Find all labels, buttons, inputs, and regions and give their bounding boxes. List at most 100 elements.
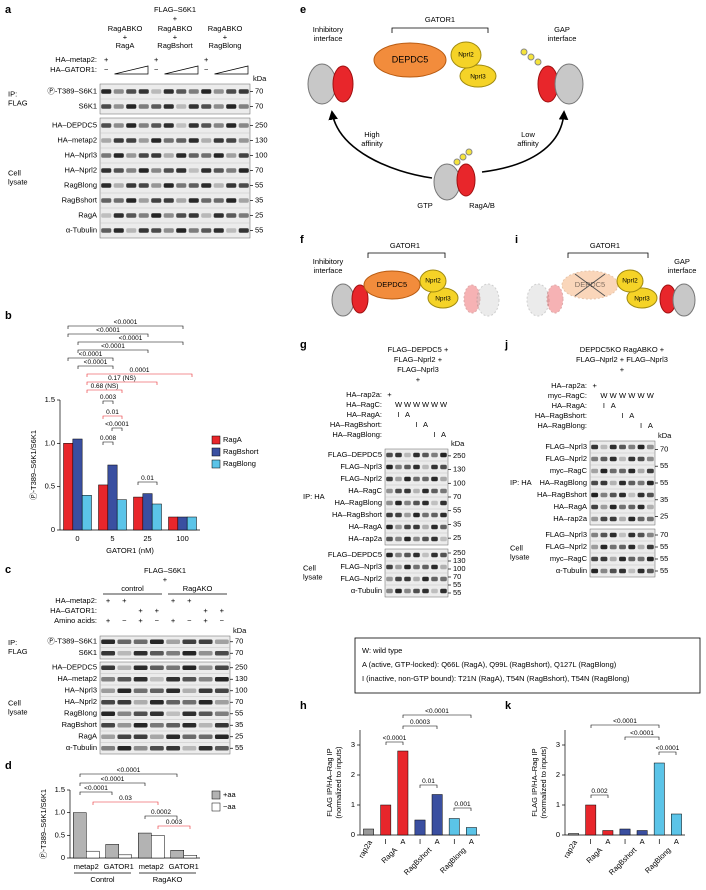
y-tick-label: 2 bbox=[351, 770, 355, 779]
depdc5-label: DEPDC5 bbox=[575, 280, 605, 289]
band bbox=[440, 476, 447, 482]
band bbox=[386, 536, 393, 542]
condition-sign: W bbox=[440, 400, 448, 409]
band bbox=[386, 488, 393, 494]
band bbox=[226, 138, 237, 143]
band bbox=[591, 468, 599, 474]
group-label: Control bbox=[90, 875, 115, 884]
band bbox=[628, 504, 636, 510]
condition-label: HA–rap2a: bbox=[346, 390, 382, 399]
band bbox=[201, 123, 212, 128]
band bbox=[101, 104, 112, 109]
p-value: 0.0001 bbox=[130, 367, 150, 374]
band bbox=[117, 665, 132, 670]
x-tick-label: rap2a bbox=[562, 838, 580, 860]
condition-sign: W bbox=[404, 400, 412, 409]
band bbox=[404, 552, 411, 558]
band bbox=[213, 213, 224, 218]
gator1-label: GATOR1 bbox=[390, 241, 420, 250]
band bbox=[609, 556, 617, 562]
band bbox=[214, 700, 229, 705]
row-label: S6K1 bbox=[79, 648, 97, 657]
band bbox=[591, 516, 599, 522]
band bbox=[201, 168, 212, 173]
band bbox=[117, 711, 132, 716]
kda-marker: 130 bbox=[255, 135, 268, 144]
band bbox=[226, 168, 237, 173]
condition-label: HA–RagA: bbox=[552, 401, 587, 410]
bar bbox=[116, 499, 127, 531]
band bbox=[149, 665, 164, 670]
band bbox=[133, 651, 148, 656]
band bbox=[166, 651, 181, 656]
band bbox=[386, 576, 393, 582]
row-label: α-Tubulin bbox=[556, 566, 587, 575]
band bbox=[188, 168, 199, 173]
band bbox=[600, 444, 608, 450]
band bbox=[619, 504, 626, 510]
low-affinity: Low bbox=[521, 130, 535, 139]
band bbox=[213, 153, 224, 158]
band bbox=[182, 746, 197, 751]
y-tick-label: 0.5 bbox=[45, 482, 55, 491]
kda-marker: 250 bbox=[453, 548, 466, 557]
band bbox=[422, 564, 429, 570]
gtp bbox=[459, 153, 467, 161]
band bbox=[213, 89, 224, 94]
band bbox=[440, 464, 447, 470]
band bbox=[413, 536, 420, 542]
band bbox=[395, 512, 402, 518]
significance-bracket bbox=[77, 365, 114, 369]
band bbox=[188, 183, 199, 188]
band bbox=[101, 138, 112, 143]
band bbox=[117, 723, 132, 728]
significance-bracket bbox=[402, 714, 472, 718]
band bbox=[138, 183, 149, 188]
band bbox=[646, 480, 654, 486]
band bbox=[591, 504, 599, 510]
band bbox=[182, 651, 197, 656]
band bbox=[600, 516, 608, 522]
band bbox=[637, 516, 645, 522]
band bbox=[386, 476, 393, 482]
x-tick-label: I bbox=[419, 837, 421, 846]
p-value: 0.01 bbox=[106, 409, 119, 416]
condition-sign: − bbox=[204, 65, 209, 74]
significance-bracket bbox=[590, 794, 609, 798]
band bbox=[619, 568, 626, 574]
band bbox=[113, 198, 124, 203]
band bbox=[600, 456, 608, 462]
rag-grey bbox=[433, 163, 461, 201]
band bbox=[600, 532, 608, 538]
band bbox=[404, 564, 411, 570]
band bbox=[609, 492, 617, 498]
band bbox=[117, 734, 132, 739]
band bbox=[149, 651, 164, 656]
band bbox=[201, 138, 212, 143]
band bbox=[637, 444, 645, 450]
band bbox=[126, 198, 137, 203]
band bbox=[133, 639, 148, 644]
band bbox=[238, 138, 249, 143]
y-tick-label: 2 bbox=[556, 770, 560, 779]
band bbox=[395, 452, 402, 458]
band bbox=[226, 183, 237, 188]
band bbox=[101, 123, 112, 128]
depdc5-label: DEPDC5 bbox=[377, 280, 407, 289]
band bbox=[591, 492, 599, 498]
band bbox=[413, 500, 420, 506]
section-label: lysate bbox=[8, 707, 28, 716]
condition-label: HA–RagC: bbox=[346, 400, 382, 409]
rag-grey bbox=[672, 283, 696, 317]
band bbox=[386, 524, 393, 530]
band bbox=[238, 183, 249, 188]
band bbox=[226, 228, 237, 233]
p-value: <0.0001 bbox=[79, 351, 103, 358]
band bbox=[226, 198, 237, 203]
band bbox=[431, 464, 438, 470]
band bbox=[138, 228, 149, 233]
band bbox=[609, 504, 617, 510]
band bbox=[214, 665, 229, 670]
x-tick-label: I bbox=[624, 837, 626, 846]
